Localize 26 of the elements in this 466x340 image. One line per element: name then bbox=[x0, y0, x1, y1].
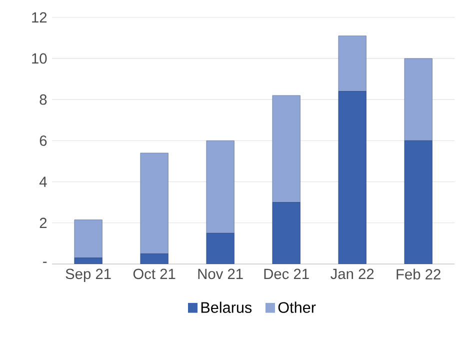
bar bbox=[272, 95, 300, 203]
y-tick-label: 6 bbox=[40, 135, 47, 146]
bar bbox=[272, 202, 300, 264]
x-tick-label: Sep 21 bbox=[66, 268, 111, 282]
y-tick-label: 2 bbox=[40, 218, 47, 228]
x-tick-label: Dec 21 bbox=[264, 268, 309, 280]
bar bbox=[404, 140, 432, 264]
y-tick-label: 10 bbox=[32, 53, 47, 64]
x-tick-label: Jan 22 bbox=[330, 268, 374, 280]
y-tick-label: 12 bbox=[32, 12, 47, 22]
bar bbox=[206, 232, 234, 264]
x-tick-label: Nov 21 bbox=[198, 268, 243, 280]
bar bbox=[338, 91, 366, 264]
bar bbox=[74, 220, 102, 258]
y-tick-label: 8 bbox=[40, 94, 47, 105]
legend-label: Other bbox=[278, 302, 316, 313]
bar bbox=[404, 58, 432, 141]
y-tick-label: - bbox=[43, 262, 47, 263]
bar bbox=[206, 140, 234, 234]
bar bbox=[140, 254, 168, 264]
x-tick-label: Feb 22 bbox=[396, 268, 440, 280]
bar bbox=[338, 36, 366, 92]
x-tick-label: Oct 21 bbox=[133, 268, 176, 280]
y-tick-label: 4 bbox=[39, 176, 47, 187]
bar bbox=[140, 152, 168, 254]
legend-label: Belarus bbox=[201, 302, 252, 313]
